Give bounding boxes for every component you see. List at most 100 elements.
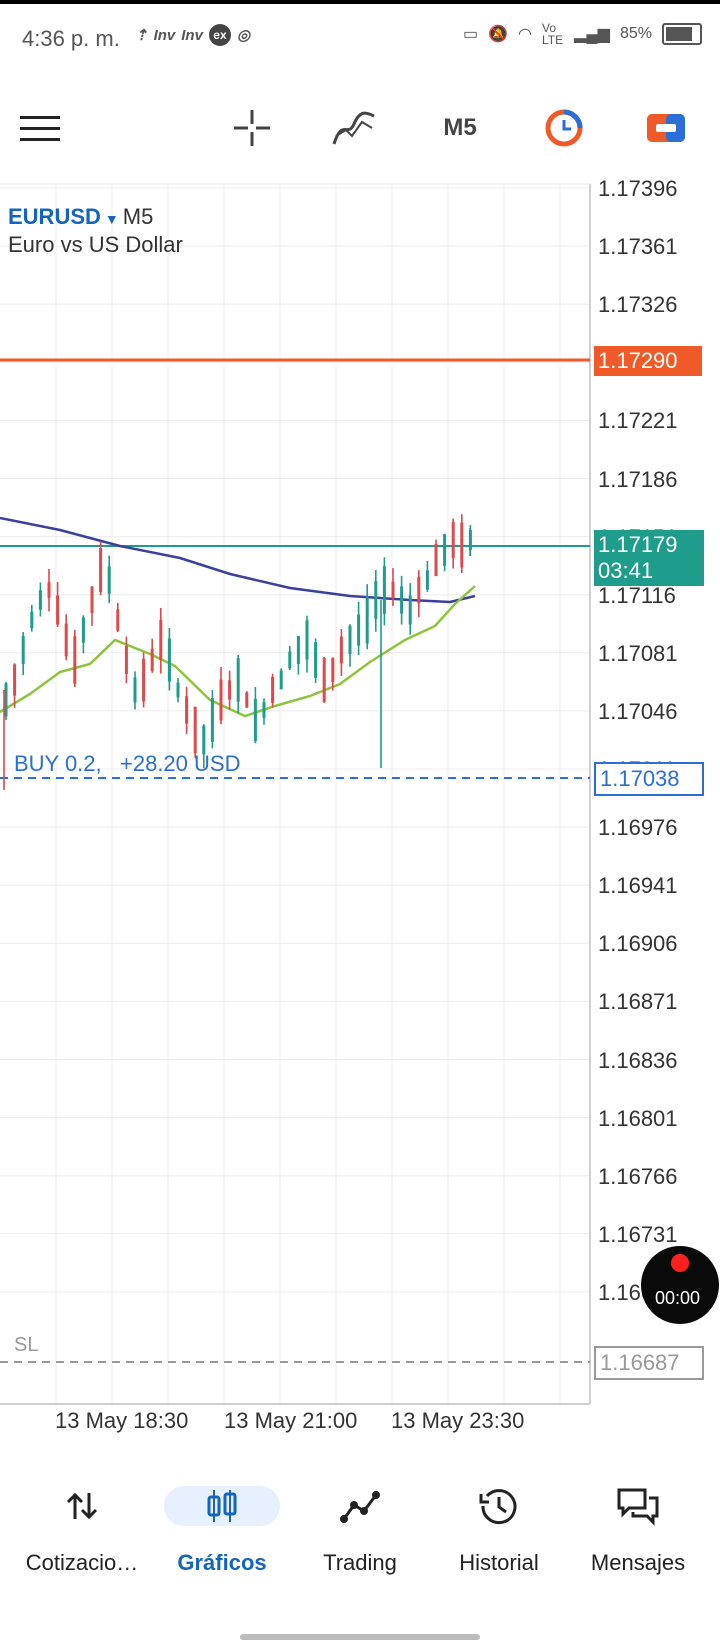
nav-label: Mensajes	[590, 1550, 686, 1575]
dropdown-arrow-icon[interactable]: ▼	[104, 211, 119, 227]
trend-icon	[330, 1486, 390, 1526]
candle-body	[434, 544, 438, 576]
candle-body	[417, 576, 421, 604]
symbol-header[interactable]: EURUSD ▼ M5	[8, 204, 153, 230]
nav-label: Historial	[459, 1550, 539, 1575]
sl-label: SL	[14, 1334, 39, 1356]
battery-icon	[662, 23, 702, 45]
candle-body	[314, 642, 318, 678]
nav-graficos[interactable]: Gráficos	[152, 1476, 292, 1596]
indicators-icon[interactable]	[332, 108, 376, 148]
symbol-name[interactable]: EURUSD	[8, 204, 101, 229]
current-price: 1.17179	[598, 532, 678, 557]
candle-body	[357, 614, 361, 646]
price-label: 1.16976	[598, 815, 678, 841]
history-icon	[469, 1486, 529, 1526]
candle-body	[81, 617, 85, 643]
candle-body	[374, 581, 378, 619]
messages-icon	[608, 1486, 668, 1526]
candle-body	[150, 648, 154, 672]
candle-body	[322, 658, 326, 702]
candle-body	[288, 651, 292, 669]
price-label: 1.16906	[598, 931, 678, 957]
candle-body	[38, 590, 42, 610]
network-icon: Vo LTE	[542, 21, 564, 47]
home-indicator	[240, 1634, 480, 1640]
candle-body	[451, 521, 455, 559]
candle-body	[167, 638, 171, 682]
symbol-description: Euro vs US Dollar	[8, 232, 183, 257]
candle-body	[99, 547, 103, 593]
candle-body	[4, 683, 8, 717]
swap-arrows-icon	[52, 1486, 112, 1526]
price-label: 1.16766	[598, 1163, 678, 1189]
current-price-tag: 1.17179 03:41	[594, 530, 704, 586]
price-label: 1.17186	[598, 466, 678, 492]
candle-body	[210, 698, 214, 742]
inv-icon: Inv	[153, 26, 176, 44]
moving-average-slow	[0, 516, 476, 604]
candle-body	[73, 636, 77, 684]
candle-body	[271, 676, 275, 704]
record-icon: ◎	[236, 27, 251, 44]
timeframe-button[interactable]: M5	[443, 114, 477, 141]
notification-icons: ⇡ Inv Inv ex ◎	[135, 24, 250, 46]
top-edge	[0, 0, 720, 4]
price-label: 1.17361	[598, 234, 678, 260]
candle-body	[400, 586, 404, 614]
price-label: 1.17046	[598, 698, 678, 724]
mute-icon: 🔕	[488, 26, 509, 43]
candle-body	[228, 680, 232, 700]
candle-body	[408, 595, 412, 625]
menu-icon[interactable]	[20, 116, 60, 141]
ex-badge-icon: ex	[208, 24, 231, 46]
candle-body	[253, 698, 257, 742]
candle-body	[124, 645, 128, 675]
price-label: 1.17396	[598, 176, 678, 201]
price-label: 1.16731	[598, 1221, 678, 1247]
nav-label: Trading	[323, 1550, 397, 1575]
candle-body	[56, 595, 60, 625]
candle-body	[339, 636, 343, 664]
candle-body	[90, 587, 94, 613]
moving-average-fast	[0, 585, 476, 718]
candle-body	[443, 534, 447, 566]
candle-body	[305, 620, 309, 660]
nav-trading[interactable]: Trading	[290, 1476, 430, 1596]
signal-icon: ▂▄▆	[574, 26, 610, 43]
screen-recorder-bubble[interactable]: 00:00	[641, 1246, 719, 1324]
candle-body	[331, 657, 335, 683]
bottom-navigation: Cotizacio… Gráficos Trading Historial Me…	[0, 1476, 720, 1596]
candle-body	[279, 670, 283, 690]
price-label: 1.16836	[598, 1047, 678, 1073]
wifi-icon: ◠	[518, 26, 533, 43]
upload-icon: ⇡	[135, 27, 148, 44]
candle-body	[107, 566, 111, 594]
status-time: 4:36 p. m.	[22, 26, 120, 51]
time-label-3: 13 May 23:30	[391, 1408, 525, 1433]
candle-body	[47, 582, 51, 598]
nav-cotizaciones[interactable]: Cotizacio…	[12, 1476, 152, 1596]
chart-toolbar: M5	[0, 90, 720, 162]
clock-icon[interactable]	[542, 108, 586, 148]
red-line-price-tag: 1.17290	[594, 346, 702, 376]
price-label: 1.17081	[598, 640, 678, 666]
nav-mensajes[interactable]: Mensajes	[568, 1476, 708, 1596]
price-label: 1.16871	[598, 989, 678, 1015]
record-time: 00:00	[655, 1288, 701, 1308]
price-label: 1.17116	[598, 582, 676, 608]
nav-label: Cotizacio…	[25, 1550, 139, 1575]
trade-icon[interactable]	[644, 108, 688, 148]
crosshair-icon[interactable]	[232, 108, 272, 148]
candle-body	[30, 611, 34, 629]
nav-historial[interactable]: Historial	[429, 1476, 569, 1596]
inv-icon-2: Inv	[181, 26, 203, 44]
time-label-2: 13 May 21:00	[224, 1408, 358, 1433]
candle-body	[133, 677, 137, 703]
candle-body	[193, 706, 197, 754]
position-label[interactable]: BUY 0.2, +28.20 USD	[14, 751, 240, 777]
candle-body	[185, 696, 189, 724]
candle-body	[176, 682, 180, 698]
nav-label: Gráficos	[177, 1550, 267, 1575]
chart-canvas[interactable]	[0, 0, 720, 1420]
